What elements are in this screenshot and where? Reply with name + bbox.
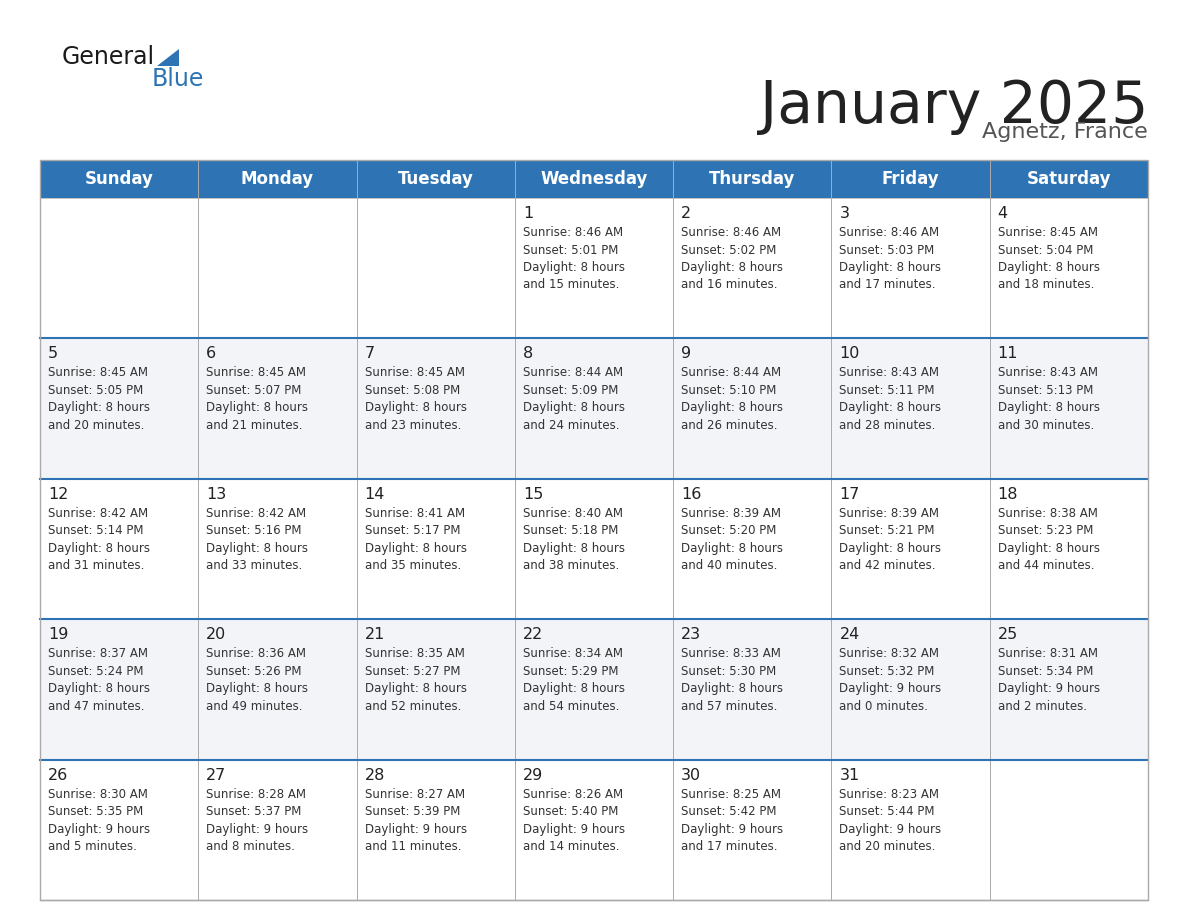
Text: Sunrise: 8:42 AM
Sunset: 5:16 PM
Daylight: 8 hours
and 33 minutes.: Sunrise: 8:42 AM Sunset: 5:16 PM Dayligh… — [207, 507, 308, 572]
Text: 27: 27 — [207, 767, 227, 783]
Text: Sunrise: 8:40 AM
Sunset: 5:18 PM
Daylight: 8 hours
and 38 minutes.: Sunrise: 8:40 AM Sunset: 5:18 PM Dayligh… — [523, 507, 625, 572]
Text: 30: 30 — [681, 767, 701, 783]
Text: Sunrise: 8:33 AM
Sunset: 5:30 PM
Daylight: 8 hours
and 57 minutes.: Sunrise: 8:33 AM Sunset: 5:30 PM Dayligh… — [681, 647, 783, 712]
Text: Sunrise: 8:45 AM
Sunset: 5:05 PM
Daylight: 8 hours
and 20 minutes.: Sunrise: 8:45 AM Sunset: 5:05 PM Dayligh… — [48, 366, 150, 431]
Text: Sunrise: 8:45 AM
Sunset: 5:07 PM
Daylight: 8 hours
and 21 minutes.: Sunrise: 8:45 AM Sunset: 5:07 PM Dayligh… — [207, 366, 308, 431]
Text: 11: 11 — [998, 346, 1018, 362]
Text: 21: 21 — [365, 627, 385, 643]
Text: Sunrise: 8:44 AM
Sunset: 5:09 PM
Daylight: 8 hours
and 24 minutes.: Sunrise: 8:44 AM Sunset: 5:09 PM Dayligh… — [523, 366, 625, 431]
Bar — [40, 759, 1148, 900]
Text: 25: 25 — [998, 627, 1018, 643]
Text: Sunrise: 8:27 AM
Sunset: 5:39 PM
Daylight: 9 hours
and 11 minutes.: Sunrise: 8:27 AM Sunset: 5:39 PM Dayligh… — [365, 788, 467, 853]
Text: 13: 13 — [207, 487, 227, 502]
Text: 28: 28 — [365, 767, 385, 783]
Text: Sunrise: 8:41 AM
Sunset: 5:17 PM
Daylight: 8 hours
and 35 minutes.: Sunrise: 8:41 AM Sunset: 5:17 PM Dayligh… — [365, 507, 467, 572]
Text: 15: 15 — [523, 487, 543, 502]
Text: 3: 3 — [840, 206, 849, 221]
Text: Sunrise: 8:45 AM
Sunset: 5:04 PM
Daylight: 8 hours
and 18 minutes.: Sunrise: 8:45 AM Sunset: 5:04 PM Dayligh… — [998, 226, 1100, 292]
Text: 23: 23 — [681, 627, 701, 643]
Text: 1: 1 — [523, 206, 533, 221]
Text: 26: 26 — [48, 767, 68, 783]
Text: 18: 18 — [998, 487, 1018, 502]
Bar — [40, 160, 1148, 900]
Text: Sunrise: 8:32 AM
Sunset: 5:32 PM
Daylight: 9 hours
and 0 minutes.: Sunrise: 8:32 AM Sunset: 5:32 PM Dayligh… — [840, 647, 942, 712]
Text: 29: 29 — [523, 767, 543, 783]
Polygon shape — [157, 49, 179, 66]
Text: 14: 14 — [365, 487, 385, 502]
Text: Sunrise: 8:30 AM
Sunset: 5:35 PM
Daylight: 9 hours
and 5 minutes.: Sunrise: 8:30 AM Sunset: 5:35 PM Dayligh… — [48, 788, 150, 853]
Text: 6: 6 — [207, 346, 216, 362]
Text: 7: 7 — [365, 346, 374, 362]
Text: Sunrise: 8:35 AM
Sunset: 5:27 PM
Daylight: 8 hours
and 52 minutes.: Sunrise: 8:35 AM Sunset: 5:27 PM Dayligh… — [365, 647, 467, 712]
Text: Sunrise: 8:45 AM
Sunset: 5:08 PM
Daylight: 8 hours
and 23 minutes.: Sunrise: 8:45 AM Sunset: 5:08 PM Dayligh… — [365, 366, 467, 431]
Text: Sunrise: 8:26 AM
Sunset: 5:40 PM
Daylight: 9 hours
and 14 minutes.: Sunrise: 8:26 AM Sunset: 5:40 PM Dayligh… — [523, 788, 625, 853]
Text: Sunrise: 8:25 AM
Sunset: 5:42 PM
Daylight: 9 hours
and 17 minutes.: Sunrise: 8:25 AM Sunset: 5:42 PM Dayligh… — [681, 788, 783, 853]
Text: 24: 24 — [840, 627, 860, 643]
Text: Sunrise: 8:46 AM
Sunset: 5:02 PM
Daylight: 8 hours
and 16 minutes.: Sunrise: 8:46 AM Sunset: 5:02 PM Dayligh… — [681, 226, 783, 292]
Text: Sunrise: 8:37 AM
Sunset: 5:24 PM
Daylight: 8 hours
and 47 minutes.: Sunrise: 8:37 AM Sunset: 5:24 PM Dayligh… — [48, 647, 150, 712]
Text: General: General — [62, 45, 156, 69]
Text: Sunrise: 8:43 AM
Sunset: 5:13 PM
Daylight: 8 hours
and 30 minutes.: Sunrise: 8:43 AM Sunset: 5:13 PM Dayligh… — [998, 366, 1100, 431]
Bar — [40, 620, 1148, 759]
Text: Sunrise: 8:46 AM
Sunset: 5:01 PM
Daylight: 8 hours
and 15 minutes.: Sunrise: 8:46 AM Sunset: 5:01 PM Dayligh… — [523, 226, 625, 292]
Bar — [40, 160, 1148, 198]
Text: Sunrise: 8:28 AM
Sunset: 5:37 PM
Daylight: 9 hours
and 8 minutes.: Sunrise: 8:28 AM Sunset: 5:37 PM Dayligh… — [207, 788, 309, 853]
Text: Sunrise: 8:39 AM
Sunset: 5:21 PM
Daylight: 8 hours
and 42 minutes.: Sunrise: 8:39 AM Sunset: 5:21 PM Dayligh… — [840, 507, 941, 572]
Text: Sunrise: 8:23 AM
Sunset: 5:44 PM
Daylight: 9 hours
and 20 minutes.: Sunrise: 8:23 AM Sunset: 5:44 PM Dayligh… — [840, 788, 942, 853]
Text: 22: 22 — [523, 627, 543, 643]
Text: 20: 20 — [207, 627, 227, 643]
Text: Sunday: Sunday — [84, 170, 153, 188]
Text: 31: 31 — [840, 767, 860, 783]
Text: 16: 16 — [681, 487, 702, 502]
Text: Wednesday: Wednesday — [541, 170, 647, 188]
Text: Friday: Friday — [881, 170, 940, 188]
Text: Monday: Monday — [241, 170, 314, 188]
Text: Sunrise: 8:34 AM
Sunset: 5:29 PM
Daylight: 8 hours
and 54 minutes.: Sunrise: 8:34 AM Sunset: 5:29 PM Dayligh… — [523, 647, 625, 712]
Text: 12: 12 — [48, 487, 69, 502]
Bar — [40, 198, 1148, 339]
Bar — [40, 339, 1148, 479]
Text: January 2025: January 2025 — [759, 78, 1148, 135]
Text: Thursday: Thursday — [709, 170, 796, 188]
Text: Sunrise: 8:42 AM
Sunset: 5:14 PM
Daylight: 8 hours
and 31 minutes.: Sunrise: 8:42 AM Sunset: 5:14 PM Dayligh… — [48, 507, 150, 572]
Text: Sunrise: 8:38 AM
Sunset: 5:23 PM
Daylight: 8 hours
and 44 minutes.: Sunrise: 8:38 AM Sunset: 5:23 PM Dayligh… — [998, 507, 1100, 572]
Text: 4: 4 — [998, 206, 1007, 221]
Text: Sunrise: 8:31 AM
Sunset: 5:34 PM
Daylight: 9 hours
and 2 minutes.: Sunrise: 8:31 AM Sunset: 5:34 PM Dayligh… — [998, 647, 1100, 712]
Text: Agnetz, France: Agnetz, France — [982, 122, 1148, 142]
Text: Sunrise: 8:36 AM
Sunset: 5:26 PM
Daylight: 8 hours
and 49 minutes.: Sunrise: 8:36 AM Sunset: 5:26 PM Dayligh… — [207, 647, 308, 712]
Text: Sunrise: 8:44 AM
Sunset: 5:10 PM
Daylight: 8 hours
and 26 minutes.: Sunrise: 8:44 AM Sunset: 5:10 PM Dayligh… — [681, 366, 783, 431]
Text: Tuesday: Tuesday — [398, 170, 474, 188]
Text: 17: 17 — [840, 487, 860, 502]
Text: 10: 10 — [840, 346, 860, 362]
Text: 2: 2 — [681, 206, 691, 221]
Text: 19: 19 — [48, 627, 69, 643]
Bar — [40, 479, 1148, 620]
Text: Saturday: Saturday — [1026, 170, 1111, 188]
Text: Sunrise: 8:39 AM
Sunset: 5:20 PM
Daylight: 8 hours
and 40 minutes.: Sunrise: 8:39 AM Sunset: 5:20 PM Dayligh… — [681, 507, 783, 572]
Text: 9: 9 — [681, 346, 691, 362]
Text: Sunrise: 8:43 AM
Sunset: 5:11 PM
Daylight: 8 hours
and 28 minutes.: Sunrise: 8:43 AM Sunset: 5:11 PM Dayligh… — [840, 366, 941, 431]
Text: Sunrise: 8:46 AM
Sunset: 5:03 PM
Daylight: 8 hours
and 17 minutes.: Sunrise: 8:46 AM Sunset: 5:03 PM Dayligh… — [840, 226, 941, 292]
Text: 5: 5 — [48, 346, 58, 362]
Text: 8: 8 — [523, 346, 533, 362]
Text: Blue: Blue — [152, 67, 204, 91]
